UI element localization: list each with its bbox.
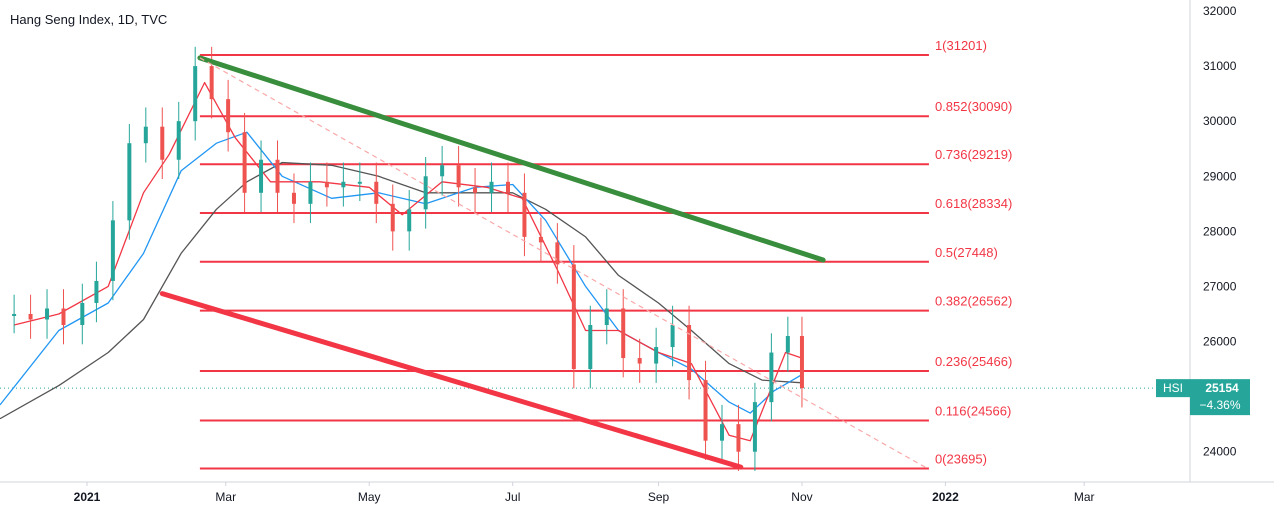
candle-body	[374, 181, 379, 204]
candle-body	[799, 336, 804, 389]
candle-body	[505, 181, 510, 193]
fib-level-label: 0.5(27448)	[935, 245, 998, 260]
candle-body	[522, 192, 527, 237]
candle-body	[308, 181, 313, 204]
green-trendline	[197, 55, 826, 263]
price-value: 25154	[1205, 381, 1239, 395]
candle-body	[193, 66, 198, 122]
candle-body	[242, 132, 247, 193]
candle-body	[456, 165, 461, 188]
candle-body	[324, 181, 329, 188]
candle-body	[143, 126, 148, 144]
candle-body	[473, 187, 478, 193]
fib-level-label: 0.382(26562)	[935, 294, 1012, 309]
candle-body	[571, 264, 576, 370]
x-tick-label: Sep	[648, 490, 670, 504]
candle-body	[127, 143, 132, 221]
candle-body	[176, 121, 181, 160]
candle-body	[110, 220, 115, 281]
fib-level-label: 0.852(30090)	[935, 99, 1012, 114]
candle-body	[12, 313, 17, 316]
y-tick-label: 26000	[1203, 335, 1237, 349]
candle-body	[160, 126, 165, 160]
candle-body	[654, 347, 659, 364]
x-tick-label: Nov	[791, 490, 812, 504]
chart-title: Hang Seng Index, 1D, TVC	[10, 12, 168, 27]
fib-level-label: 1(31201)	[935, 38, 987, 53]
y-tick-label: 24000	[1203, 445, 1237, 459]
candle-body	[61, 308, 66, 326]
x-tick-label: Mar	[215, 490, 236, 504]
x-tick-label: Mar	[1074, 490, 1095, 504]
red-trendline	[159, 291, 744, 470]
candle-body	[94, 280, 99, 303]
candle-body	[604, 308, 609, 326]
dashed-trendline	[199, 57, 930, 470]
candle-body	[291, 192, 296, 204]
price-change: −4.36%	[1199, 398, 1240, 412]
fib-level-label: 0(23695)	[935, 452, 987, 467]
candle-body	[719, 424, 724, 441]
x-tick-label: 2021	[74, 490, 101, 504]
y-tick-label: 30000	[1203, 114, 1237, 128]
fib-level-label: 0.236(25466)	[935, 354, 1012, 369]
candle-body	[687, 325, 692, 381]
candle-body	[538, 236, 543, 243]
fib-level-label: 0.618(28334)	[935, 196, 1012, 211]
candle-body	[769, 352, 774, 403]
y-tick-label: 27000	[1203, 279, 1237, 293]
candle-body	[637, 358, 642, 364]
candle-body	[209, 66, 214, 100]
candle-body	[785, 336, 790, 353]
symbol-tag: HSI	[1163, 381, 1183, 395]
candle-body	[423, 176, 428, 210]
symbol-tag-bg	[1156, 379, 1190, 398]
candle-body	[45, 308, 50, 320]
candle-body	[259, 159, 264, 193]
x-tick-label: Jul	[505, 490, 520, 504]
candle-body	[489, 181, 494, 193]
moving-average-blue	[0, 131, 803, 414]
fib-level-label: 0.116(24566)	[935, 404, 1011, 419]
candle-body	[357, 181, 362, 184]
fib-level-label: 0.736(29219)	[935, 147, 1012, 162]
candle-body	[390, 203, 395, 232]
candle-body	[226, 99, 231, 133]
candle-body	[28, 313, 33, 320]
candle-body	[703, 380, 708, 441]
y-tick-label: 28000	[1203, 224, 1237, 238]
x-tick-label: May	[358, 490, 381, 504]
candle-body	[736, 424, 741, 452]
y-tick-label: 31000	[1203, 59, 1237, 73]
price-box-bg	[1190, 379, 1250, 416]
candle-body	[275, 159, 280, 193]
candle-body	[555, 242, 560, 265]
candle-body	[407, 209, 412, 232]
candle-body	[80, 302, 85, 326]
y-tick-label: 29000	[1203, 169, 1237, 183]
candle-body	[670, 325, 675, 348]
candle-body	[440, 165, 445, 177]
moving-average-gray	[0, 161, 803, 420]
y-tick-label: 32000	[1203, 4, 1237, 18]
x-tick-label: 2022	[932, 490, 959, 504]
candle-body	[621, 308, 626, 359]
candle-body	[341, 181, 346, 188]
candle-body	[588, 325, 593, 370]
candle-body	[752, 402, 757, 452]
